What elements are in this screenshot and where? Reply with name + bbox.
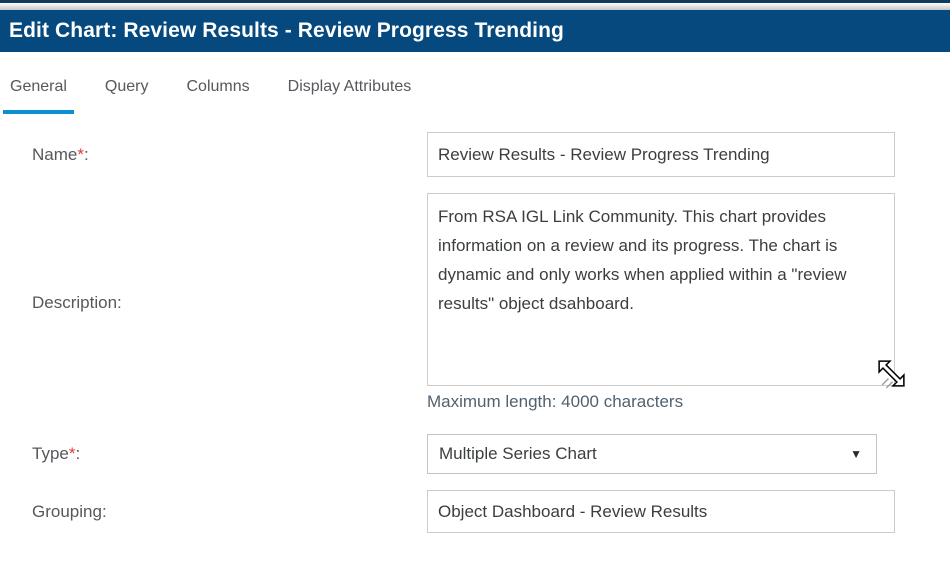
name-input[interactable] xyxy=(427,132,895,177)
window-top-gradient xyxy=(0,3,950,10)
required-asterisk: * xyxy=(68,444,76,463)
grouping-input[interactable] xyxy=(427,490,895,533)
type-label: Type*: xyxy=(32,444,81,463)
type-select-value: Multiple Series Chart xyxy=(439,444,597,463)
required-asterisk: * xyxy=(77,144,84,164)
dialog-title: Edit Chart: Review Results - Review Prog… xyxy=(9,19,564,42)
description-label: Description: xyxy=(32,292,122,312)
tab-columns[interactable]: Columns xyxy=(186,78,250,95)
tab-general[interactable]: General xyxy=(3,78,74,114)
description-field-group: From RSA IGL Link Community. This chart … xyxy=(427,193,905,412)
tab-bar: General Query Columns Display Attributes xyxy=(0,78,950,114)
name-row: Name*: xyxy=(32,132,950,177)
edit-chart-form: Name*: Description: From RSA IGL Link Co… xyxy=(0,132,950,533)
type-select[interactable]: Multiple Series Chart ▼ xyxy=(427,434,877,474)
grouping-label: Grouping: xyxy=(32,501,107,521)
description-textarea-wrap: From RSA IGL Link Community. This chart … xyxy=(427,193,905,389)
grouping-row: Grouping: xyxy=(32,490,950,533)
description-row: Description: From RSA IGL Link Community… xyxy=(32,193,950,412)
window-top-strip xyxy=(0,0,950,3)
chevron-down-icon: ▼ xyxy=(850,447,862,461)
dialog-titlebar: Edit Chart: Review Results - Review Prog… xyxy=(0,10,950,52)
max-length-helper: Maximum length: 4000 characters xyxy=(427,392,684,411)
tab-display-attributes[interactable]: Display Attributes xyxy=(287,78,412,95)
tab-query[interactable]: Query xyxy=(104,78,149,95)
description-textarea[interactable]: From RSA IGL Link Community. This chart … xyxy=(427,193,895,386)
type-row: Type*: Multiple Series Chart ▼ xyxy=(32,434,950,474)
name-label: Name*: xyxy=(32,144,89,164)
